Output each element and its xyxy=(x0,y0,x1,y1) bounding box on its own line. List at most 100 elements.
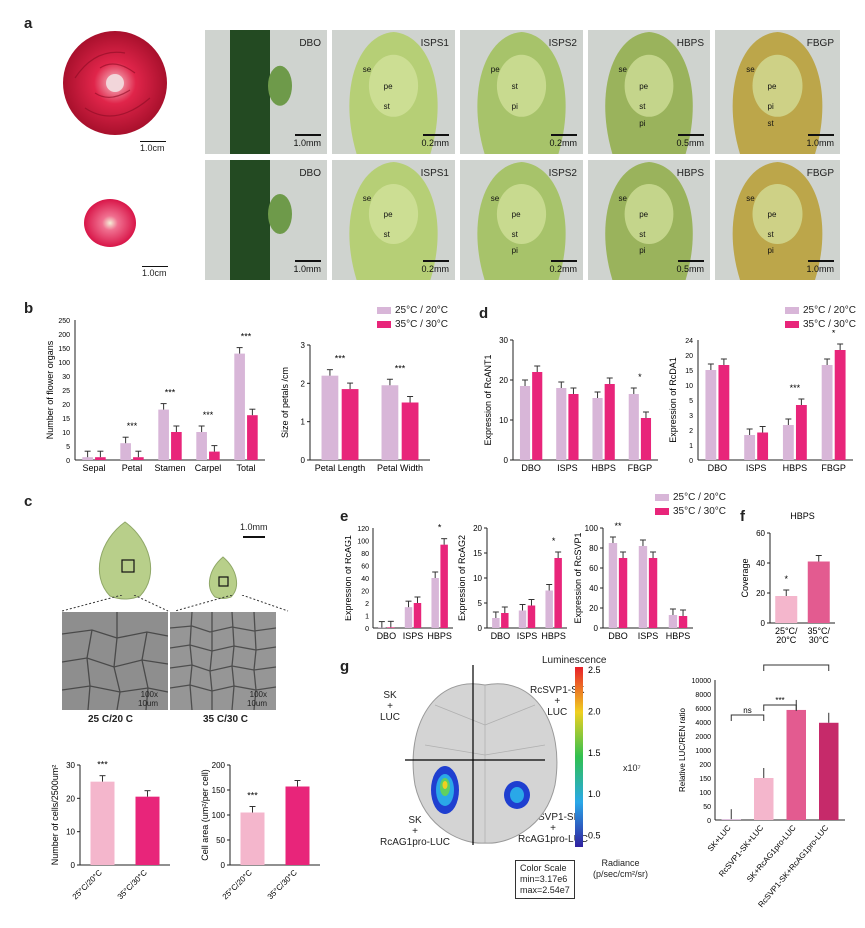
bar xyxy=(234,353,245,460)
significance-label: *** xyxy=(165,388,176,398)
color-scale-max: max=2.54e7 xyxy=(520,885,570,895)
significance-label: * xyxy=(784,574,788,584)
x-tick-label: 30°C xyxy=(809,635,830,645)
y-tick-label: 20 xyxy=(756,589,765,598)
chart-d2: DBO ISPS HBPS *** FBGP * Expression of RcDA1 0 1… xyxy=(668,330,853,473)
panel-a: 1.0cm 1.0cm DBO 1.0mm ISPS1 0.2mm se pe st ISPS… xyxy=(0,0,865,290)
bar xyxy=(404,607,413,628)
scale-bar: 1.0mm xyxy=(806,134,834,148)
chart-c2: 0 50 100 150 200 25°C/20°C *** 35°C/30°C Cell ar… xyxy=(200,761,320,901)
y-tick-label: 25 xyxy=(62,388,70,395)
bar xyxy=(240,812,265,865)
chart-title: HBPS xyxy=(790,511,815,521)
colorbar-tick-label: 1.0 xyxy=(588,789,601,799)
organ-label-st: st xyxy=(511,82,518,92)
y-tick-label: 80 xyxy=(361,551,369,558)
micrograph-shape xyxy=(605,32,693,154)
micrograph-isps2-row1: ISPS2 0.2mm pe st pi xyxy=(460,30,583,154)
y-tick-label: 10 xyxy=(66,828,75,837)
bar xyxy=(95,457,106,460)
significance-label: ** xyxy=(614,521,622,531)
x-tick-label: Petal Width xyxy=(377,463,423,473)
y-tick-label: 1 xyxy=(301,418,306,427)
bar xyxy=(648,558,658,628)
y-tick-label: 0 xyxy=(504,456,509,465)
y-tick-label: 24 xyxy=(685,338,693,345)
x-tick-label: HBPS xyxy=(541,631,566,641)
stage-label: ISPS1 xyxy=(420,38,449,49)
scale-bar: 0.2mm xyxy=(549,260,577,274)
legend-d: 25°C / 20°C 35°C / 30°C xyxy=(785,305,856,330)
y-tick-label: 0 xyxy=(594,624,599,633)
bud-core xyxy=(624,54,674,117)
x-tick-label: HBPS xyxy=(591,463,616,473)
bar xyxy=(819,722,839,820)
y-axis-label: Expression of RcAG1 xyxy=(345,535,353,621)
significance-label: *** xyxy=(247,791,258,801)
stem-shape xyxy=(230,160,270,280)
y-axis-label: Coverage xyxy=(740,558,750,597)
bar xyxy=(440,544,448,628)
y-tick-label: 120 xyxy=(357,526,369,533)
y-tick-label: 0 xyxy=(707,818,711,825)
micrograph-fbgp-row1: FBGP 1.0mm se pe pi st xyxy=(715,30,840,154)
x-tick-label: Petal Length xyxy=(315,463,366,473)
bar xyxy=(492,618,500,628)
y-axis-label: Expression of RcSVP1 xyxy=(573,532,583,623)
y-axis-label: Relative LUC/REN ratio xyxy=(678,707,687,792)
significance-label: *** xyxy=(395,363,406,373)
bar xyxy=(592,398,603,460)
y-tick-label: 10 xyxy=(499,416,508,425)
bar xyxy=(196,432,207,460)
panel-letter-c: c xyxy=(24,493,33,510)
y-tick-label: 20 xyxy=(685,353,693,360)
bar xyxy=(604,384,615,460)
y-tick-label: 3 xyxy=(301,341,306,350)
petal-scale-label: 1.0mm xyxy=(240,522,268,532)
x-tick-label: DBO xyxy=(521,463,541,473)
y-tick-label: 50 xyxy=(703,804,711,811)
y-axis-label: Expression of RcAG2 xyxy=(457,535,467,621)
bar xyxy=(668,615,678,628)
y-tick-label: 4000 xyxy=(695,720,711,727)
organ-label-se: se xyxy=(618,193,627,203)
significance-label: *** xyxy=(203,410,214,420)
y-tick-label: 100 xyxy=(585,524,599,533)
bar xyxy=(321,375,339,460)
organ-label-pe: pe xyxy=(767,210,777,220)
y-tick-label: 200 xyxy=(58,332,70,339)
micrograph-hbps-row1: HBPS 0.5mm se pe st pi xyxy=(588,30,710,154)
legend-d-label-1: 25°C / 20°C xyxy=(803,305,857,316)
x-tick-label: Petal xyxy=(122,463,143,473)
y-tick-label: 1 xyxy=(365,614,369,621)
significance-label: * xyxy=(438,523,442,533)
significance-bracket xyxy=(730,714,765,721)
bar xyxy=(721,819,741,820)
micrograph-isps1-row1: ISPS1 0.2mm se pe st xyxy=(332,30,455,154)
flower-scale-bar-2 xyxy=(142,266,168,267)
y-axis-label: Size of petals /cm xyxy=(280,367,290,438)
x-tick-label: DBO xyxy=(608,631,628,641)
organ-label-st: st xyxy=(767,229,774,239)
organ-label-st: st xyxy=(511,229,518,239)
y-axis-label: Cell area (um²/per cell) xyxy=(200,769,210,861)
bar xyxy=(795,405,807,460)
y-tick-label: 10 xyxy=(62,430,70,437)
bud-shape xyxy=(268,194,292,234)
chart-b1: Sepal Petal *** Stamen *** Carpel *** Total *** N… xyxy=(45,318,265,473)
y-tick-label: 10 xyxy=(473,574,482,583)
significance-label: *** xyxy=(97,760,108,770)
colorbar-tick-label: 1.5 xyxy=(588,748,601,758)
x-tick-label: SK+LUC xyxy=(706,823,733,853)
stage-label: FBGP xyxy=(806,38,834,49)
cell-cond-label-1: 25 C/20 C xyxy=(88,714,134,725)
organ-label-pi: pi xyxy=(639,246,646,256)
y-tick-label: 20 xyxy=(62,402,70,409)
petal-large-image xyxy=(98,521,152,600)
bar xyxy=(135,796,160,865)
flower-scale-label-1: 1.0cm xyxy=(140,143,165,153)
scale-bar: 1.0mm xyxy=(806,260,834,274)
y-tick-label: 15 xyxy=(473,549,482,558)
petal-small-image xyxy=(208,556,238,599)
bud-core xyxy=(368,54,419,117)
